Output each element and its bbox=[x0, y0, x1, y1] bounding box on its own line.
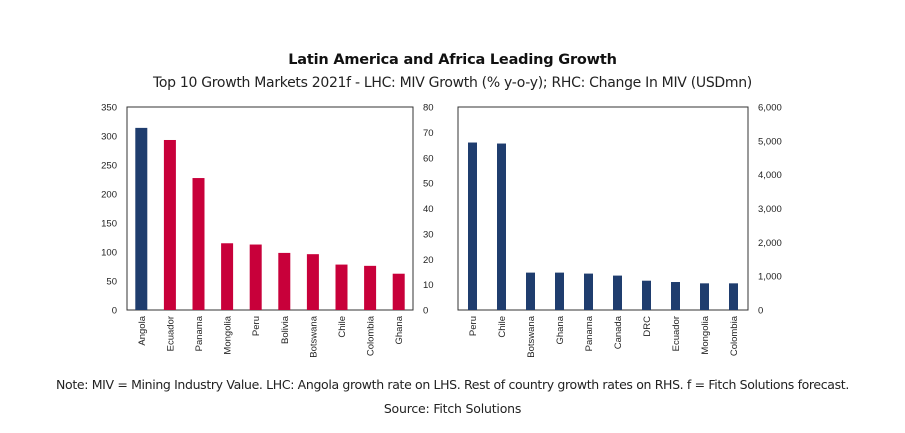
category-label: Colombia bbox=[729, 315, 740, 356]
category-label: Mongolia bbox=[223, 315, 234, 354]
right-axis-tick-label: 70 bbox=[423, 128, 434, 139]
right-axis-tick-label: 30 bbox=[423, 229, 434, 240]
category-label: Bolivia bbox=[280, 315, 291, 344]
category-label: Chile bbox=[497, 316, 508, 338]
bar-canada bbox=[613, 275, 622, 310]
right-axis-tick-label: 3,000 bbox=[758, 204, 782, 215]
bar-bolivia bbox=[278, 252, 291, 310]
left-axis-tick-label: 50 bbox=[106, 277, 117, 288]
right-axis-tick-label: 80 bbox=[423, 103, 434, 114]
bar-botswana bbox=[526, 272, 535, 310]
category-label: Ecuador bbox=[165, 316, 176, 351]
left-axis-tick-label: 350 bbox=[101, 103, 117, 114]
plot-frame bbox=[126, 106, 414, 311]
bar-colombia bbox=[364, 265, 377, 310]
right-axis-tick-label: 5,000 bbox=[758, 136, 782, 147]
left-axis-tick-label: 250 bbox=[101, 161, 117, 172]
left-axis-tick-label: 100 bbox=[101, 248, 117, 259]
right-axis-tick-label: 0 bbox=[758, 306, 763, 317]
category-label: Mongolia bbox=[700, 315, 711, 354]
bar-panama bbox=[584, 273, 593, 310]
bar-mongolia bbox=[221, 243, 234, 310]
category-label: Botswana bbox=[526, 315, 537, 357]
bar-chile bbox=[497, 143, 506, 310]
bar-peru bbox=[249, 244, 262, 310]
category-label: Peru bbox=[468, 316, 479, 336]
plot-frame bbox=[457, 106, 749, 311]
left-chart: 0 50 100 150 200 250 300 350 0 10 20 30 40 50 60 70 80 An… bbox=[101, 103, 433, 358]
source-note: Source: Fitch Solutions bbox=[383, 401, 522, 416]
bar-drc bbox=[642, 280, 651, 310]
right-axis-tick-label: 6,000 bbox=[758, 103, 782, 114]
category-label: Colombia bbox=[366, 315, 377, 356]
bar-botswana bbox=[306, 254, 319, 310]
category-label: Botswana bbox=[308, 315, 319, 357]
right-axis-tick-label: 60 bbox=[423, 153, 434, 164]
category-label: Angola bbox=[137, 315, 148, 345]
left-axis-tick-label: 150 bbox=[101, 219, 117, 230]
left-axis-tick-label: 200 bbox=[101, 190, 117, 201]
bar-ecuador bbox=[671, 282, 680, 310]
bar-ecuador bbox=[163, 139, 176, 310]
category-label: Peru bbox=[251, 316, 262, 336]
right-axis-tick-label: 0 bbox=[423, 306, 428, 317]
right-axis-tick-label: 40 bbox=[423, 204, 434, 215]
bar-mongolia bbox=[700, 283, 709, 310]
right-chart: 0 1,000 2,000 3,000 4,000 5,000 6,000 Peru Chile… bbox=[457, 103, 782, 358]
bar-ghana bbox=[555, 272, 564, 310]
category-label: Ghana bbox=[555, 315, 566, 344]
bar-panama bbox=[192, 178, 205, 310]
category-label: Canada bbox=[613, 315, 624, 349]
bar-peru bbox=[468, 142, 477, 310]
right-axis-tick-label: 4,000 bbox=[758, 170, 782, 181]
bar-chile bbox=[335, 264, 348, 310]
category-label: Panama bbox=[584, 315, 595, 351]
right-axis-tick-label: 1,000 bbox=[758, 272, 782, 283]
bar-colombia bbox=[729, 283, 738, 310]
category-label: Chile bbox=[337, 316, 348, 338]
category-label: Ghana bbox=[394, 315, 405, 344]
category-label: Ecuador bbox=[671, 316, 682, 351]
right-axis-tick-label: 20 bbox=[423, 255, 434, 266]
bar-angola bbox=[135, 127, 148, 310]
bar-ghana bbox=[392, 273, 405, 310]
left-axis-tick-label: 0 bbox=[112, 306, 117, 317]
chart-title: Latin America and Africa Leading Growth bbox=[288, 52, 617, 68]
right-axis-tick-label: 50 bbox=[423, 179, 434, 190]
right-axis-tick-label: 10 bbox=[423, 280, 434, 291]
chart-subtitle: Top 10 Growth Markets 2021f - LHC: MIV G… bbox=[153, 75, 752, 91]
category-label: DRC bbox=[642, 316, 653, 337]
left-axis-tick-label: 300 bbox=[101, 132, 117, 143]
footnote: Note: MIV = Mining Industry Value. LHC: … bbox=[56, 377, 849, 392]
right-axis-tick-label: 2,000 bbox=[758, 238, 782, 249]
category-label: Panama bbox=[194, 315, 205, 351]
